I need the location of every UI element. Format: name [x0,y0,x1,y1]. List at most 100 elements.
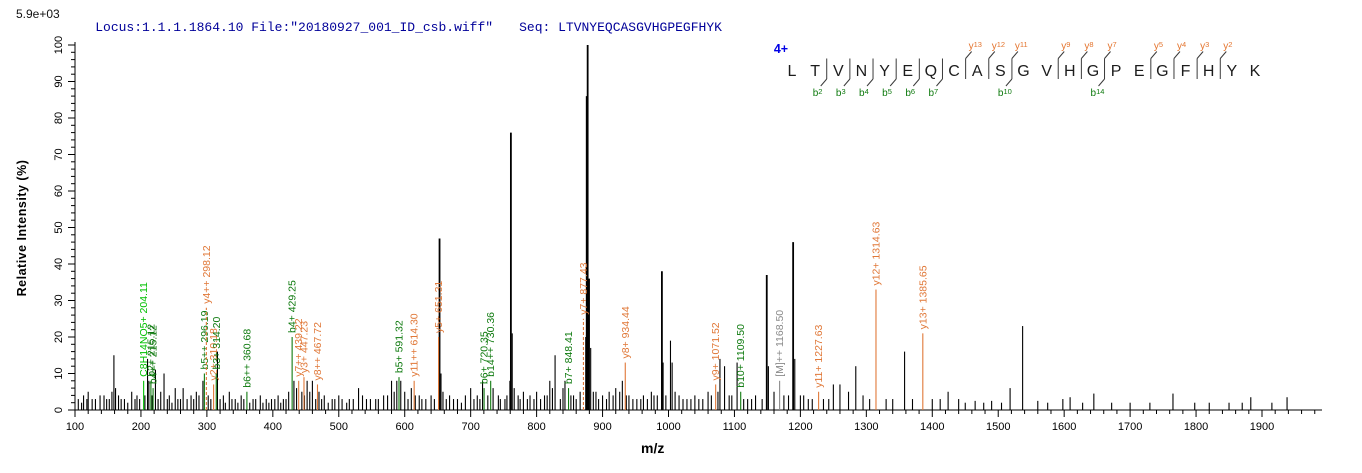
x-tick-label: 600 [396,421,414,433]
intensity-max-annotation: 5.9e+03 [16,7,60,21]
peak-label: y4++ 298.12 [201,245,213,304]
peak-label: y12+ 1314.63 [870,221,882,285]
y-fragment-mark [1219,51,1227,59]
peak-label: b2+ 215.12 [145,324,157,377]
peak-label: y7++ 439.22 [293,318,305,377]
y-tick-label: 20 [53,331,65,343]
residue-letter: V [1041,63,1052,80]
b-ion-label: b3 [836,87,846,99]
y-ion-label: y9 [1061,40,1070,52]
y-fragment-mark [1150,51,1158,59]
residue-letter: C [948,63,960,80]
y-ion-label: y11 [1015,40,1028,52]
peak-label: b3+ 314.20 [211,316,223,369]
residue-letter: H [1203,63,1215,80]
b-ion-label: b6 [905,87,915,99]
y-ion-label: y4 [1177,40,1186,52]
b-ion-label: b10 [998,87,1012,99]
b-ion-label: b2 [813,87,823,99]
y-ion-label: y2 [1223,40,1232,52]
y-tick-label: 90 [53,75,65,87]
peak-label: y8++ 467.72 [312,322,324,381]
x-axis-title: m/z [641,440,665,456]
b-fragment-mark [936,78,943,87]
residue-letter: T [810,63,820,80]
peak-label: y7+ 877.43 [578,262,590,314]
x-tick-label: 1200 [788,421,812,433]
y-tick-label: 70 [53,148,65,160]
residue-letter: G [1017,63,1029,80]
y-tick-label: 0 [53,407,65,413]
peak-label: y11++ 614.30 [409,313,421,377]
x-tick-label: 500 [330,421,348,433]
y-ion-label: y7 [1108,40,1117,52]
y-fragment-mark [1011,51,1019,59]
y-tick-label: 60 [53,185,65,197]
x-tick-label: 200 [132,421,150,433]
b-fragment-mark [1005,78,1013,87]
peak-label: y2+ 310.18 [208,328,220,380]
x-tick-label: 1400 [920,421,944,433]
residue-letter: E [902,63,913,80]
header-sequence-label: Seq: LTVNYEQCASGVHGPEGFHYK [519,20,722,35]
y-ion-label: y3 [1200,40,1209,52]
residue-letter: A [972,63,983,80]
residue-letter: F [1181,63,1191,80]
peak-label: [M]++ 1168.50 [774,310,786,377]
y-tick-label: 40 [53,258,65,270]
b-ion-label: b5 [882,87,892,99]
precursor-charge-label: 4+ [774,42,788,56]
y-fragment-mark [1173,51,1181,59]
x-tick-label: 1800 [1184,421,1208,433]
locus-file-label: Locus:1.1.1.1864.10 File:"20180927_001_I… [95,20,494,35]
y-fragment-mark [965,51,973,59]
residue-letter: E [1134,63,1145,80]
y-fragment-mark [1196,51,1204,59]
peak-label: C8H14NO5+ 204.11 [138,282,150,377]
y-ion-label: y13 [969,40,982,52]
residue-letter: P [1111,63,1122,80]
peak-label: b6++ 360.68 [241,329,253,388]
x-tick-label: 1600 [1052,421,1076,433]
peak-label: b5+ 591.32 [393,320,405,373]
peak-label: y3+ 447.23 [298,321,310,373]
y-tick-label: 50 [53,221,65,233]
residue-letter: H [1064,63,1076,80]
plot-area[interactable] [75,31,1322,410]
y-fragment-mark [1080,51,1088,59]
residue-letter: N [856,63,868,80]
x-tick-label: 1900 [1250,421,1274,433]
peak-label: b14++ 730.36 [485,312,497,377]
y-ion-label: y12 [992,40,1005,52]
peak-label: b10+ 1109.50 [735,324,747,388]
x-tick-label: 1100 [723,421,747,433]
x-tick-label: 800 [527,421,545,433]
x-tick-label: 1700 [1118,421,1142,433]
peak-label: y5+ 651.31 [433,281,445,333]
b-ion-label: b4 [859,87,869,99]
residue-letter: L [788,63,797,80]
residue-letter: G [1156,63,1168,80]
y-tick-label: 100 [53,36,65,54]
b-fragment-mark [866,78,874,87]
residue-letter: Q [925,63,937,80]
residue-letter: S [995,63,1006,80]
y-tick-label: 10 [53,367,65,379]
peak-label: b5++ 296.19 [199,310,211,369]
x-tick-label: 300 [198,421,216,433]
residue-letter: Y [1227,63,1238,80]
peak-label: b4++ 215.12 [148,325,160,384]
b-fragment-mark [889,78,897,87]
x-tick-label: 100 [66,421,84,433]
y-ion-label: y5 [1154,40,1163,52]
y-tick-label: 80 [53,112,65,124]
x-tick-label: 1300 [854,421,878,433]
x-tick-label: 400 [264,421,282,433]
peak-label: y13+ 1385.65 [917,265,929,329]
x-tick-label: 1000 [656,421,680,433]
residue-letter: Y [879,63,890,80]
peak-label: y11+ 1227.63 [813,324,825,387]
b-ion-label: b7 [928,87,938,99]
peak-label: y8+ 934.44 [620,306,632,358]
